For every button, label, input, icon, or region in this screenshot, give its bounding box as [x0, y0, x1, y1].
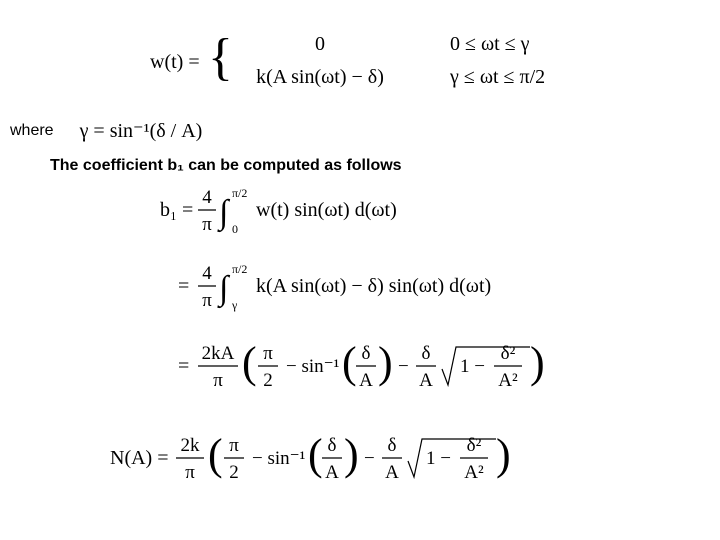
svg-text:δ: δ — [388, 435, 397, 456]
svg-text:2: 2 — [263, 370, 273, 391]
svg-text:π: π — [202, 214, 212, 235]
eq-b1-line2: = 4 π ∫ π/2 γ k(A sin(ωt) − δ) sin(ωt) d… — [10, 259, 710, 321]
svg-text:δ²: δ² — [501, 343, 516, 364]
svg-text:4: 4 — [202, 187, 212, 208]
coefficient-line: The coefficient b₁ can be computed as fo… — [50, 157, 710, 175]
svg-text:δ²: δ² — [467, 435, 482, 456]
case2-cond: γ ≤ ωt ≤ π/2 — [449, 66, 545, 88]
svg-text:A²: A² — [464, 462, 484, 483]
svg-text:2kA: 2kA — [202, 343, 235, 364]
svg-text:): ) — [344, 430, 359, 479]
svg-text:π: π — [229, 435, 239, 456]
svg-text:A: A — [359, 370, 373, 391]
where-label: where — [10, 122, 54, 140]
svg-text:): ) — [378, 338, 393, 387]
case2-value: k(A sin(ωt) − δ) — [256, 66, 384, 88]
eq-b1-line3: = 2kA π ( π 2 − sin⁻¹ ( δ A ) − δ A 1 − … — [10, 335, 710, 405]
svg-text:π: π — [213, 370, 223, 391]
svg-text:− sin⁻¹: − sin⁻¹ — [252, 448, 306, 469]
svg-text:1 −: 1 − — [426, 448, 451, 469]
case1-value: 0 — [315, 33, 325, 55]
svg-text:0: 0 — [232, 222, 238, 236]
svg-text:(: ( — [308, 430, 323, 479]
svg-text:π: π — [263, 343, 273, 364]
svg-text:δ: δ — [362, 343, 371, 364]
eq-gamma: γ = sin⁻¹(δ / A) — [80, 118, 203, 143]
svg-text:δ: δ — [328, 435, 337, 456]
integral-sign: ∫ — [217, 194, 231, 233]
svg-text:): ) — [530, 338, 545, 387]
svg-text:−: − — [364, 448, 375, 469]
svg-text:∫: ∫ — [217, 270, 231, 309]
svg-text:(: ( — [342, 338, 357, 387]
svg-text:− sin⁻¹: − sin⁻¹ — [286, 356, 340, 377]
svg-text:w(t) sin(ωt) d(ωt): w(t) sin(ωt) d(ωt) — [256, 199, 397, 221]
svg-text:(: ( — [208, 430, 223, 479]
svg-text:π/2: π/2 — [232, 186, 247, 200]
svg-text:(: ( — [242, 338, 257, 387]
b1-lhs: b₁ = — [160, 199, 193, 221]
brace: { — [208, 29, 233, 86]
svg-text:−: − — [398, 356, 409, 377]
svg-text:=: = — [178, 355, 189, 377]
svg-text:A²: A² — [498, 370, 518, 391]
svg-text:2k: 2k — [181, 435, 201, 456]
svg-text:γ: γ — [231, 298, 238, 312]
svg-text:A: A — [385, 462, 399, 483]
where-row: where γ = sin⁻¹(δ / A) — [10, 118, 710, 143]
svg-text:): ) — [496, 430, 511, 479]
eq-piecewise: w(t) = { 0 0 ≤ ωt ≤ γ k(A sin(ωt) − δ) γ… — [10, 28, 710, 104]
piecewise-lhs: w(t) = — [150, 51, 200, 73]
svg-text:A: A — [325, 462, 339, 483]
svg-text:δ: δ — [422, 343, 431, 364]
eq-b1-line1: b₁ = 4 π ∫ π/2 0 w(t) sin(ωt) d(ωt) — [10, 183, 710, 245]
eq-NA: N(A) = 2k π ( π 2 − sin⁻¹ ( δ A ) − δ A … — [10, 427, 710, 497]
svg-text:4: 4 — [202, 263, 212, 284]
svg-text:N(A) =: N(A) = — [110, 447, 169, 469]
svg-text:k(A sin(ωt) − δ) sin(ωt) d(ωt): k(A sin(ωt) − δ) sin(ωt) d(ωt) — [256, 275, 491, 297]
svg-text:π: π — [202, 290, 212, 311]
svg-text:π: π — [185, 462, 195, 483]
svg-text:1 −: 1 − — [460, 356, 485, 377]
svg-text:2: 2 — [229, 462, 239, 483]
svg-text:=: = — [178, 275, 189, 297]
svg-text:π/2: π/2 — [232, 262, 247, 276]
svg-text:A: A — [419, 370, 433, 391]
case1-cond: 0 ≤ ωt ≤ γ — [450, 33, 530, 55]
